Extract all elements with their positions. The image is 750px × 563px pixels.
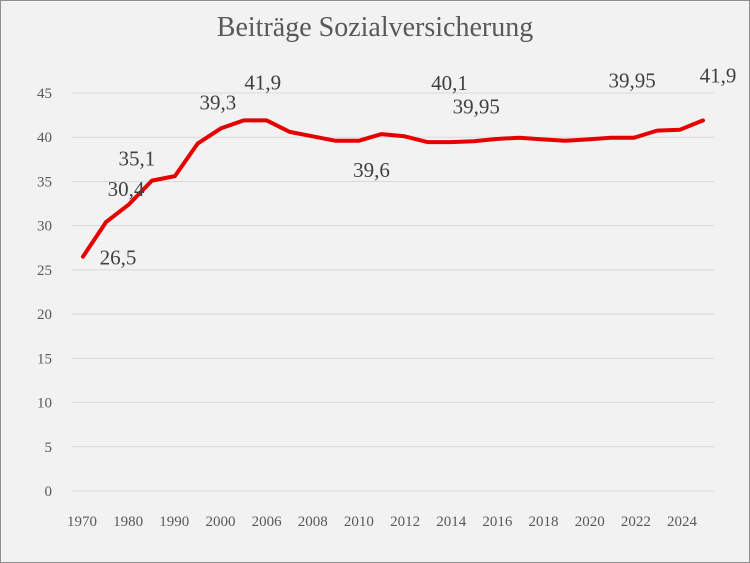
x-tick-label: 1990 [159,514,189,530]
data-label: 39,95 [453,95,500,119]
data-label: 41,9 [700,63,737,87]
x-axis-ticks: 1970 1980 1990 2000 2006 2008 2010 2012 2014 2016… [67,514,698,530]
x-tick-label: 2024 [667,514,698,530]
data-label: 35,1 [119,147,156,171]
series-line-path [81,118,705,259]
x-tick-label: 2020 [575,514,605,530]
gridlines [72,92,714,492]
x-tick-label: 2014 [436,514,467,530]
data-label: 26,5 [100,246,137,270]
data-label: 41,9 [244,70,281,94]
y-tick-label: 20 [37,307,52,323]
y-tick-label: 10 [37,396,52,412]
data-label: 40,1 [431,71,468,95]
x-tick-label: 2008 [298,514,328,530]
x-tick-label: 2006 [252,514,283,530]
y-tick-label: 40 [37,130,52,146]
x-tick-label: 2000 [205,514,235,530]
data-label: 30,4 [108,177,145,201]
x-tick-label: 2022 [621,514,651,530]
x-tick-label: 2018 [529,514,559,530]
y-tick-label: 5 [45,440,53,456]
y-tick-label: 25 [37,263,52,279]
y-tick-label: 30 [37,219,52,235]
data-label: 39,95 [608,69,655,93]
data-label: 39,6 [353,158,390,182]
series-line [81,118,705,259]
y-tick-label: 45 [37,86,52,102]
x-tick-label: 2016 [482,514,513,530]
x-tick-label: 1970 [67,514,97,530]
y-tick-label: 35 [37,174,52,190]
chart-title: Beiträge Sozialversicherung [216,12,534,43]
x-tick-label: 2010 [344,514,374,530]
x-tick-label: 1980 [113,514,143,530]
y-axis-ticks: 0 5 10 15 20 25 30 35 40 45 [37,86,52,500]
data-label: 39,3 [199,90,236,114]
y-tick-label: 15 [37,351,52,367]
y-tick-label: 0 [45,484,53,500]
x-tick-label: 2012 [390,514,420,530]
